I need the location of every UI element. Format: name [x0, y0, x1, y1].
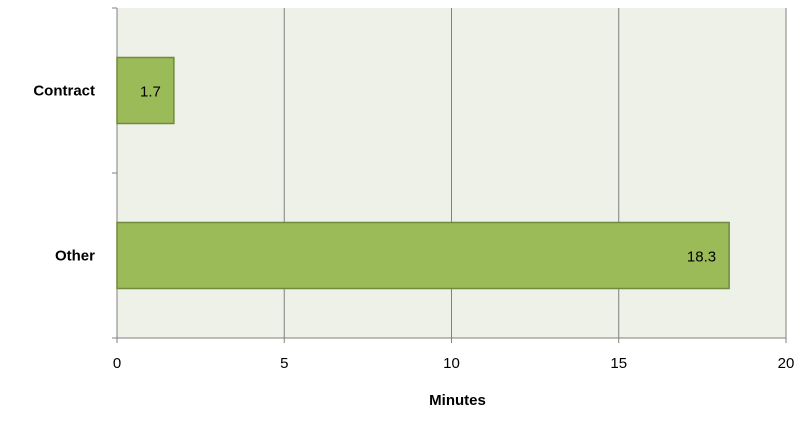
x-tick-label: 0 — [113, 355, 121, 372]
data-label: 1.7 — [140, 84, 161, 101]
category-label: Other — [55, 248, 95, 265]
bar-contract — [116, 56, 175, 125]
x-tick-label: 20 — [778, 355, 795, 372]
bar-other — [116, 221, 730, 290]
data-label: 18.3 — [687, 249, 716, 266]
category-label: Contract — [33, 83, 95, 100]
x-axis-title: Minutes — [429, 392, 486, 409]
x-tick-label: 15 — [610, 355, 627, 372]
x-tick-label: 10 — [443, 355, 460, 372]
x-tick-label: 5 — [280, 355, 288, 372]
